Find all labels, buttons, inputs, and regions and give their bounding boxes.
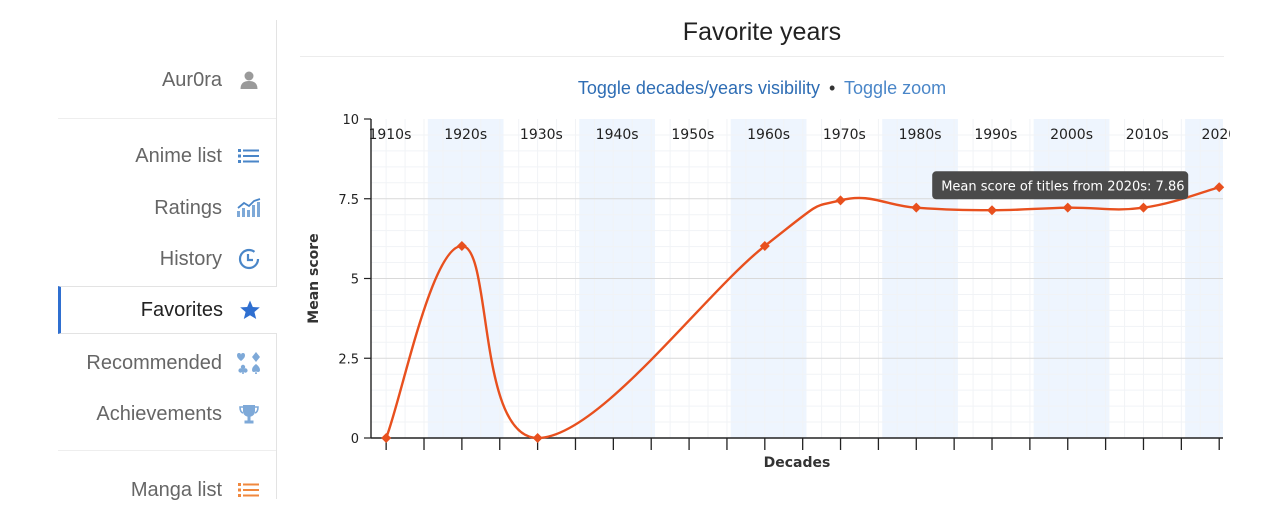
sidebar-item-ratings[interactable]: Ratings — [58, 184, 276, 232]
decade-label: 1960s — [747, 127, 790, 143]
data-point — [532, 433, 543, 443]
user-icon — [236, 67, 262, 93]
title-divider — [300, 56, 1224, 57]
decade-label: 2000s — [1050, 127, 1093, 143]
manga-list-icon — [236, 477, 262, 503]
decade-label: 1970s — [823, 127, 866, 143]
decade-label: 1910s — [368, 127, 411, 143]
data-point — [1138, 202, 1149, 213]
sidebar-item-label: Achievements — [96, 402, 222, 425]
chart-ticks: 0 2.5 5 7.5 10 — [338, 113, 1220, 450]
data-point — [381, 433, 392, 443]
sidebar-item-manga-list[interactable]: Manga list — [58, 466, 276, 514]
chart-toggles: Toggle decades/years visibility • Toggle… — [300, 78, 1224, 99]
y-tick-label: 5 — [351, 273, 359, 288]
decade-label: 2020s — [1202, 127, 1230, 143]
tooltip-background — [932, 171, 1189, 200]
page-title: Favorite years — [682, 18, 842, 46]
cards-icon — [236, 350, 262, 376]
decade-label: 1980s — [899, 127, 942, 143]
sidebar-item-label: Recommended — [86, 351, 222, 374]
data-point — [456, 240, 467, 251]
sidebar-divider — [58, 118, 276, 119]
sidebar-item-label: Manga list — [130, 478, 222, 501]
decade-label: 1940s — [596, 127, 639, 143]
data-point — [1214, 182, 1225, 193]
data-point — [835, 195, 846, 206]
trophy-icon — [236, 401, 262, 427]
sidebar-user[interactable]: Aur0ra — [58, 56, 276, 104]
sidebar-item-favorites[interactable]: Favorites — [58, 286, 277, 334]
decade-label: 1950s — [671, 127, 714, 143]
data-point — [759, 240, 770, 251]
sidebar-item-history[interactable]: History — [58, 235, 276, 283]
sidebar-item-label: Favorites — [140, 298, 223, 321]
y-tick-label: 0 — [351, 432, 359, 447]
sidebar-item-label: Anime list — [135, 144, 222, 167]
sidebar: Aur0ra Anime list Ratings History Favori… — [58, 20, 277, 501]
favorite-years-chart: 0 2.5 5 7.5 10 1910s 1920s 1930s 1940s 1950s 1960… — [306, 113, 1230, 471]
sidebar-item-label: Ratings — [154, 196, 222, 219]
data-point — [911, 202, 922, 213]
sidebar-divider — [58, 450, 276, 451]
chart-tooltip: Mean score of titles from 2020s: 7.86 — [932, 171, 1189, 200]
y-tick-label: 2.5 — [338, 352, 359, 367]
decade-labels: 1910s 1920s 1930s 1940s 1950s 1960s 1970s 1980s… — [368, 127, 1230, 143]
sidebar-item-achievements[interactable]: Achievements — [58, 390, 276, 438]
list-icon — [236, 143, 262, 169]
toggle-separator: • — [829, 78, 836, 98]
toggle-visibility-link[interactable]: Toggle decades/years visibility — [577, 78, 821, 98]
decade-label: 1930s — [520, 127, 563, 143]
tooltip-text: Mean score of titles from 2020s: 7.86 — [941, 179, 1184, 194]
series-points — [381, 182, 1225, 443]
decade-label: 2010s — [1126, 127, 1169, 143]
toggle-zoom-link[interactable]: Toggle zoom — [844, 78, 947, 98]
decade-label: 1990s — [974, 127, 1017, 143]
sidebar-user-label: Aur0ra — [161, 68, 222, 91]
history-icon — [236, 246, 262, 272]
sidebar-item-label: History — [159, 247, 222, 270]
sidebar-item-recommended[interactable]: Recommended — [58, 339, 276, 387]
y-tick-label: 10 — [342, 113, 359, 128]
data-point — [987, 205, 998, 216]
y-axis-label: Mean score — [306, 233, 322, 323]
data-point — [1062, 202, 1073, 213]
y-tick-label: 7.5 — [338, 193, 359, 208]
sidebar-item-anime-list[interactable]: Anime list — [58, 132, 276, 180]
star-icon — [237, 297, 263, 323]
decade-label: 1920s — [444, 127, 487, 143]
x-axis-label: Decades — [764, 455, 831, 471]
chart-icon — [236, 195, 262, 221]
